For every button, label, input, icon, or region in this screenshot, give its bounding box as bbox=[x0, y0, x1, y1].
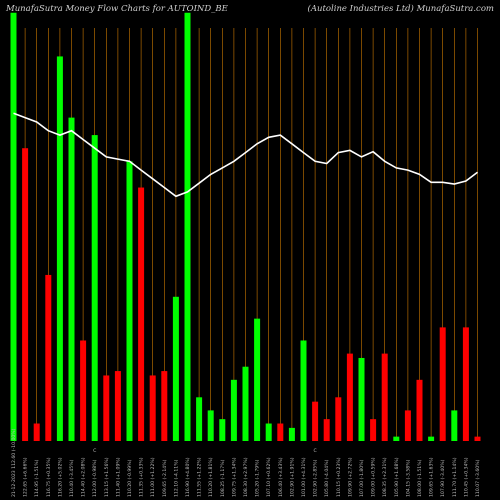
x-tick-label: 110.40 (-3.45%) bbox=[69, 459, 75, 497]
bar bbox=[451, 410, 458, 441]
x-tick-label: 116.75 (+0.35%) bbox=[46, 457, 52, 497]
x-tick-label: 108.30 (+2.97%) bbox=[243, 457, 249, 497]
bar bbox=[196, 397, 203, 441]
x-tick-label: 122.65 (+6.66%) bbox=[23, 457, 29, 497]
x-tick-label: 101.00 (+4.31%) bbox=[301, 457, 307, 497]
bar bbox=[33, 423, 40, 441]
x-tick-label: 108.35 (+2.31%) bbox=[382, 457, 388, 497]
bar bbox=[114, 371, 121, 441]
x-tick-label: 109.00 (+0.59%) bbox=[371, 457, 377, 497]
x-tick-label: 111.55 (+1.22%) bbox=[197, 457, 203, 497]
bar bbox=[126, 161, 133, 441]
axis-mark: C bbox=[93, 448, 96, 454]
x-tick-label: 102.90 (+1.91%) bbox=[289, 457, 295, 497]
x-tick-label: 107.00 (-1.80%) bbox=[359, 459, 365, 497]
x-tick-label: 110.20 (+1.81%) bbox=[208, 457, 214, 497]
bar bbox=[22, 148, 29, 441]
bar bbox=[416, 379, 423, 441]
x-tick-label: 111.40 (+1.09%) bbox=[115, 457, 121, 497]
x-tick-label: 102.90 (-2.85%) bbox=[313, 459, 319, 497]
bar bbox=[45, 274, 52, 441]
bar bbox=[219, 419, 226, 441]
price-line bbox=[13, 112, 478, 198]
bar bbox=[10, 12, 17, 442]
x-tick-label: 110.07 (-3.60%) bbox=[475, 459, 481, 497]
bar bbox=[381, 353, 388, 441]
bar bbox=[288, 427, 295, 441]
x-tick-label: 116.20 (+5.02%) bbox=[57, 457, 63, 497]
x-tick-label: 112.10 (-4.11%) bbox=[173, 459, 179, 497]
bar bbox=[68, 117, 75, 442]
bar bbox=[312, 401, 319, 441]
x-tick-label: 114.40 (+2.08%) bbox=[81, 457, 87, 497]
bar bbox=[254, 318, 261, 441]
x-tick-label: 104.15 (-3.58%) bbox=[405, 459, 411, 497]
x-tick-label: 109.75 (+1.34%) bbox=[231, 457, 237, 497]
x-tick-label: 112.00 (-0.98%) bbox=[92, 459, 98, 497]
x-tick-label: 111.35 (+0.33%) bbox=[139, 457, 145, 497]
bar bbox=[474, 436, 481, 441]
bar bbox=[149, 375, 156, 441]
bar bbox=[277, 423, 284, 441]
bar bbox=[242, 366, 249, 441]
bar bbox=[265, 423, 272, 441]
bar bbox=[370, 419, 377, 441]
x-tick-label: 116.90 (+4.80%) bbox=[185, 457, 191, 497]
bar bbox=[439, 327, 446, 441]
bar bbox=[80, 340, 87, 441]
x-tick-label: 110.45 (+0.34%) bbox=[463, 457, 469, 497]
x-tick-label: 110.15 (+0.23%) bbox=[336, 457, 342, 497]
company-name: (Autoline Industries Ltd) MunafaSutra.co… bbox=[307, 4, 494, 14]
bar bbox=[358, 357, 365, 441]
x-tick-label: 111.00 (+1.22%) bbox=[150, 457, 156, 497]
x-tick-label: 109.65 (-2.14%) bbox=[162, 459, 168, 497]
x-tick-label: 21-12-2023 112.60 (-10.00%) bbox=[11, 428, 17, 497]
x-tick-label: 109.90 (+2.72%) bbox=[347, 457, 353, 497]
x-tick-label: 110.20 (-0.99%) bbox=[127, 459, 133, 497]
bar bbox=[138, 187, 145, 441]
chart-title: MunafaSutra Money Flow Charts for AUTOIN… bbox=[6, 4, 228, 14]
x-tick-label: 108.00 (-1.51%) bbox=[417, 459, 423, 497]
x-tick-label: 106.40 (+3.43%) bbox=[278, 457, 284, 497]
bar bbox=[207, 410, 214, 441]
bar bbox=[91, 135, 98, 441]
bar bbox=[56, 56, 63, 441]
x-tick-label: 105.20 (-1.79%) bbox=[255, 459, 261, 497]
bar bbox=[346, 353, 353, 441]
bar bbox=[103, 375, 110, 441]
bar bbox=[404, 410, 411, 441]
axis-mark: C bbox=[313, 448, 316, 454]
bar bbox=[161, 371, 168, 441]
bar bbox=[462, 327, 469, 441]
x-tick-label: 107.10 (+0.62%) bbox=[266, 457, 272, 497]
x-tick-label: 105.90 (+1.68%) bbox=[394, 457, 400, 497]
bar bbox=[428, 436, 435, 441]
x-tick-label: 114.95 (-1.51%) bbox=[34, 459, 40, 497]
bar bbox=[184, 12, 191, 442]
bar bbox=[300, 340, 307, 441]
bars bbox=[10, 12, 481, 442]
bar bbox=[323, 419, 330, 441]
x-tick-label: 105.80 (-4.04%) bbox=[324, 459, 330, 497]
bar bbox=[172, 296, 179, 441]
bar bbox=[230, 379, 237, 441]
x-tick-label: 111.70 (+1.14%) bbox=[452, 457, 458, 497]
x-tick-label: 107.90 (-3.40%) bbox=[440, 459, 446, 497]
x-tick-labels: 21-12-2023 112.60 (-10.00%) 122.65 (+6.66… bbox=[11, 428, 481, 497]
x-tick-label: 108.25 (-1.17%) bbox=[220, 459, 226, 497]
bar bbox=[393, 436, 400, 441]
bar bbox=[335, 397, 342, 441]
x-tick-label: 109.65 (+1.63%) bbox=[429, 457, 435, 497]
x-tick-label: 113.15 (+1.56%) bbox=[104, 457, 110, 497]
